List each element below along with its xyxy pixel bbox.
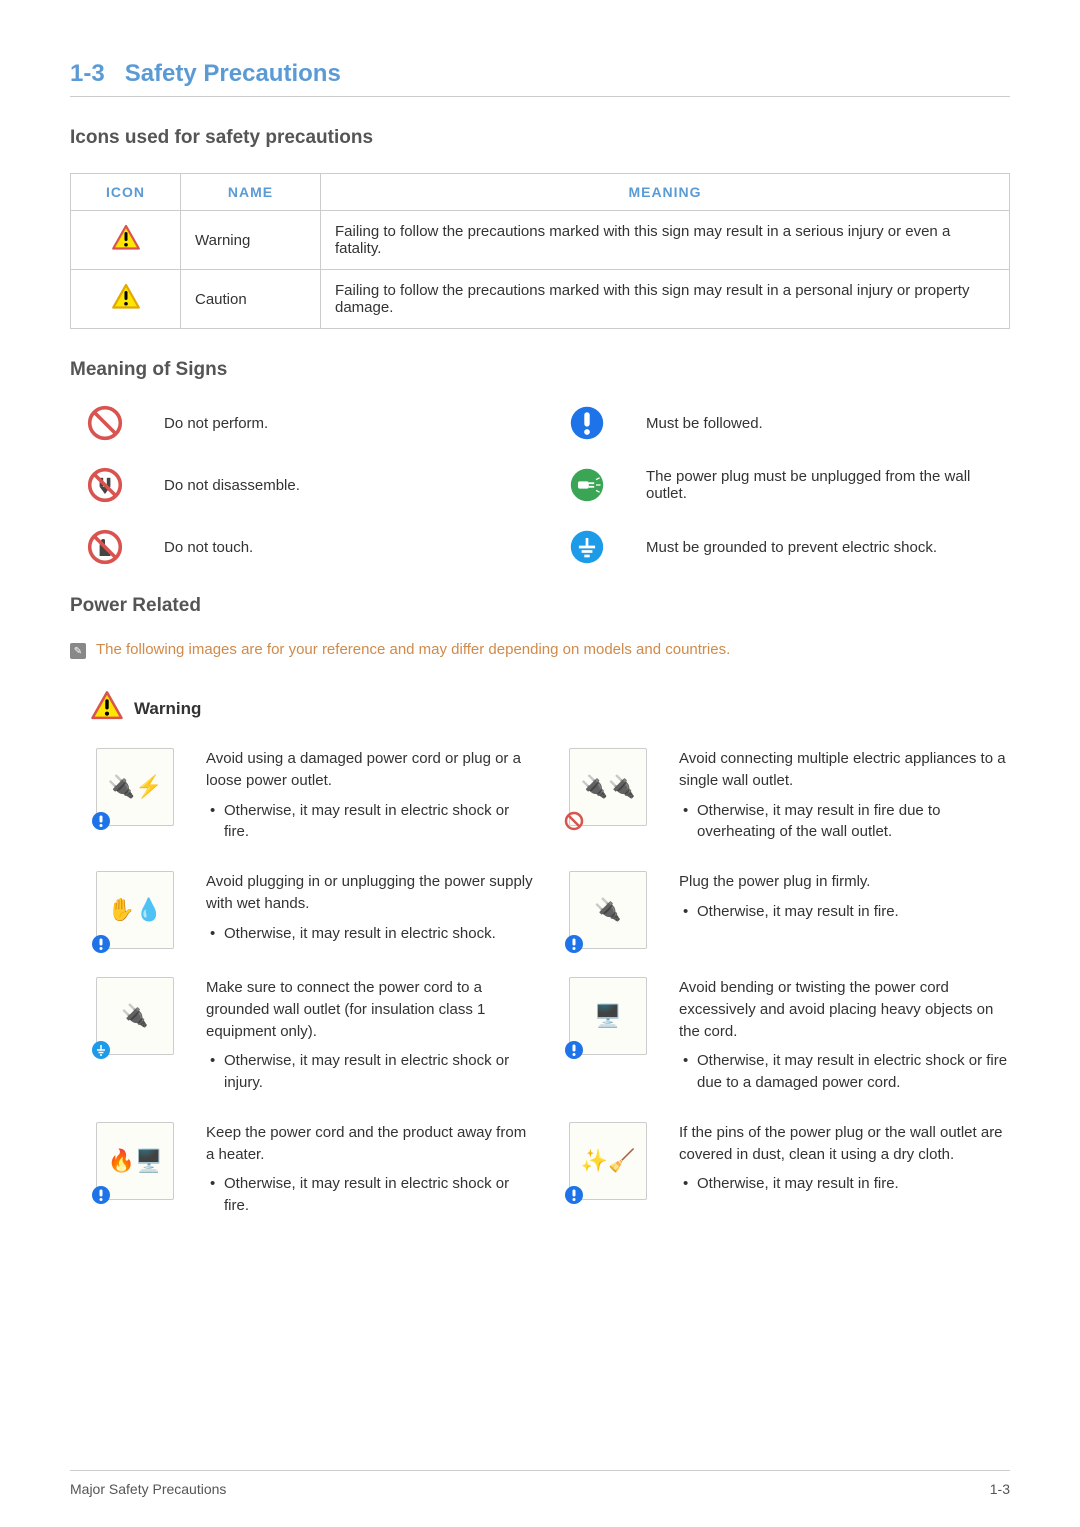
sign-text: Do not disassemble. <box>164 467 528 503</box>
signs-grid: Do not perform. Must be followed. Do not… <box>70 405 1010 565</box>
precaution-main: Keep the power cord and the product away… <box>206 1122 537 1166</box>
precaution-bullet: Otherwise, it may result in electric sho… <box>206 1173 537 1217</box>
precaution-illustration: 🔌 <box>90 977 180 1094</box>
warning-label: Warning <box>134 699 201 719</box>
precaution-illustration: ✋💧 <box>90 871 180 949</box>
note-badge-icon: ✎ <box>70 643 86 659</box>
precaution-text: Make sure to connect the power cord to a… <box>206 977 537 1094</box>
must-badge-icon <box>91 811 111 831</box>
page-footer: Major Safety Precautions 1-3 <box>70 1470 1010 1497</box>
warning-triangle-icon <box>90 689 124 728</box>
precaution-text: If the pins of the power plug or the wal… <box>679 1122 1010 1217</box>
precaution-text: Avoid bending or twisting the power cord… <box>679 977 1010 1094</box>
icon-meaning-cell: Failing to follow the precautions marked… <box>321 270 1010 329</box>
footer-left: Major Safety Precautions <box>70 1481 226 1497</box>
warning-triangle-icon <box>71 211 181 270</box>
precaution-main: Avoid bending or twisting the power cord… <box>679 977 1010 1042</box>
precaution-bullet: Otherwise, it may result in electric sho… <box>679 1050 1010 1094</box>
precaution-main: If the pins of the power plug or the wal… <box>679 1122 1010 1166</box>
section-heading: Safety Precautions <box>125 60 341 87</box>
footer-right: 1-3 <box>990 1481 1010 1497</box>
unplug-icon <box>552 467 622 503</box>
precaution-main: Plug the power plug in firmly. <box>679 871 1010 893</box>
no-touch-icon <box>70 529 140 565</box>
precaution-illustration: 🔌 <box>563 871 653 949</box>
table-row: WarningFailing to follow the precautions… <box>71 211 1010 270</box>
precaution-text: Keep the power cord and the product away… <box>206 1122 537 1217</box>
precaution-main: Avoid connecting multiple electric appli… <box>679 748 1010 792</box>
warning-header: Warning <box>90 689 1010 728</box>
precaution-illustration: 🖥️ <box>563 977 653 1094</box>
precaution-bullet: Otherwise, it may result in fire due to … <box>679 800 1010 844</box>
illustration-box: 🔌⚡ <box>96 748 174 826</box>
must-badge-icon <box>564 934 584 954</box>
note-text: The following images are for your refere… <box>96 641 730 658</box>
illustration-box: 🔌🔌 <box>569 748 647 826</box>
illustration-box: ✨🧹 <box>569 1122 647 1200</box>
precaution-main: Avoid using a damaged power cord or plug… <box>206 748 537 792</box>
precaution-text: Plug the power plug in firmly. Otherwise,… <box>679 871 1010 949</box>
caution-triangle-icon <box>71 270 181 329</box>
precaution-main: Avoid plugging in or unplugging the powe… <box>206 871 537 915</box>
th-icon: ICON <box>71 174 181 211</box>
subsection-icons-used: Icons used for safety precautions <box>70 127 1010 149</box>
precaution-bullet: Otherwise, it may result in electric sho… <box>206 800 537 844</box>
must-badge-icon <box>564 1040 584 1060</box>
icon-meaning-cell: Failing to follow the precautions marked… <box>321 211 1010 270</box>
precaution-illustration: ✨🧹 <box>563 1122 653 1217</box>
must-badge-icon <box>91 934 111 954</box>
sign-text: Must be followed. <box>646 405 1010 441</box>
sign-text: Must be grounded to prevent electric sho… <box>646 529 1010 565</box>
precaution-illustration: 🔌🔌 <box>563 748 653 843</box>
ground-badge-icon <box>91 1040 111 1060</box>
icon-table: ICON NAME MEANING WarningFailing to foll… <box>70 173 1010 329</box>
sign-text: Do not touch. <box>164 529 528 565</box>
prohibit-icon <box>70 405 140 441</box>
prohibit-badge-icon <box>564 811 584 831</box>
precaution-text: Avoid connecting multiple electric appli… <box>679 748 1010 843</box>
precaution-text: Avoid plugging in or unplugging the powe… <box>206 871 537 949</box>
section-title: 1-3 Safety Precautions <box>70 60 1010 97</box>
table-row: CautionFailing to follow the precautions… <box>71 270 1010 329</box>
illustration-box: 🔌 <box>569 871 647 949</box>
th-meaning: MEANING <box>321 174 1010 211</box>
icon-name-cell: Warning <box>181 211 321 270</box>
th-name: NAME <box>181 174 321 211</box>
sign-text: Do not perform. <box>164 405 528 441</box>
precaution-grid: 🔌⚡ Avoid using a damaged power cord or pl… <box>90 748 1010 1217</box>
must-badge-icon <box>564 1185 584 1205</box>
precaution-illustration: 🔥🖥️ <box>90 1122 180 1217</box>
precaution-main: Make sure to connect the power cord to a… <box>206 977 537 1042</box>
illustration-box: 🔥🖥️ <box>96 1122 174 1200</box>
illustration-box: 🖥️ <box>569 977 647 1055</box>
illustration-box: ✋💧 <box>96 871 174 949</box>
ground-icon <box>552 529 622 565</box>
precaution-text: Avoid using a damaged power cord or plug… <box>206 748 537 843</box>
subsection-meaning-of-signs: Meaning of Signs <box>70 359 1010 381</box>
precaution-illustration: 🔌⚡ <box>90 748 180 843</box>
precaution-bullet: Otherwise, it may result in fire. <box>679 1173 1010 1195</box>
no-disassemble-icon <box>70 467 140 503</box>
illustration-box: 🔌 <box>96 977 174 1055</box>
subsection-power-related: Power Related <box>70 595 1010 617</box>
icon-name-cell: Caution <box>181 270 321 329</box>
must-icon <box>552 405 622 441</box>
sign-text: The power plug must be unplugged from th… <box>646 467 1010 503</box>
section-number: 1-3 <box>70 60 105 87</box>
must-badge-icon <box>91 1185 111 1205</box>
reference-note: ✎ The following images are for your refe… <box>70 641 1010 659</box>
precaution-bullet: Otherwise, it may result in electric sho… <box>206 923 537 945</box>
precaution-bullet: Otherwise, it may result in fire. <box>679 901 1010 923</box>
precaution-bullet: Otherwise, it may result in electric sho… <box>206 1050 537 1094</box>
